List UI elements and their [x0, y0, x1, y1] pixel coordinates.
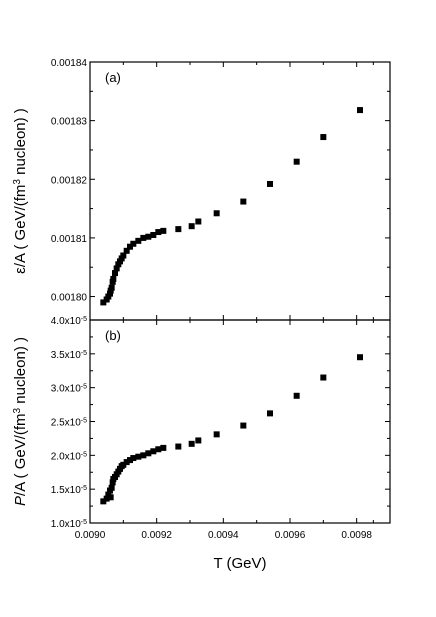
panel-a: (a) ε/A ( GeV/(fm3 nucleon) ) 0.001800.0…: [12, 58, 391, 321]
y-tick-label: 4.0x10-5: [51, 316, 87, 328]
data-point: [100, 299, 107, 306]
data-point: [130, 240, 137, 247]
x-axis-label: T (GeV): [213, 555, 266, 572]
data-point: [293, 392, 300, 399]
x-tick-label: 0.0094: [208, 530, 239, 541]
data-point: [109, 479, 116, 486]
data-point: [120, 461, 127, 468]
data-point: [120, 252, 127, 259]
y-tick-label: 0.00184: [51, 58, 88, 69]
y-label-pre: /A ( GeV/(fm: [12, 413, 29, 496]
data-point: [127, 457, 133, 464]
y-label-post: nucleon) ): [12, 108, 29, 179]
data-point: [188, 223, 195, 230]
data-point: [145, 233, 152, 240]
panel-b-y-axis-label: P/A ( GeV/(fm3 nucleon) ): [12, 337, 30, 506]
y-label-sup: 3: [12, 407, 23, 413]
data-point: [240, 422, 247, 429]
data-point: [103, 495, 110, 502]
data-point: [188, 440, 195, 447]
y-tick-label: 0.00180: [51, 293, 88, 304]
y-tick-label: 2.5x10-5: [51, 417, 87, 429]
panel-b-ticks: 1.0x10-5 1.5x10-5 2.0x10-5 2.5x10-5 3.0x10-5…: [51, 316, 390, 531]
data-point: [127, 243, 133, 250]
data-point: [123, 459, 130, 466]
data-point: [107, 494, 114, 501]
data-point: [160, 227, 167, 234]
data-point: [135, 237, 142, 244]
y-tick-label: 0.00182: [51, 175, 88, 186]
panel-a-points: [100, 107, 363, 306]
data-point: [150, 448, 157, 455]
panel-a-y-axis-label: ε/A ( GeV/(fm3 nucleon) ): [12, 108, 30, 274]
data-point: [140, 234, 147, 241]
panel-a-ticks: 0.00180 0.00181 0.00182 0.00183 0.00184: [51, 58, 390, 320]
data-point: [145, 450, 152, 457]
x-tick-label: 0.0090: [75, 530, 106, 541]
y-tick-label: 1.0x10-5: [51, 519, 87, 531]
data-point: [175, 226, 182, 233]
data-point: [240, 198, 247, 205]
panel-b-frame: [89, 319, 391, 524]
data-point: [320, 134, 327, 141]
panel-b: (b) P/A ( GeV/(fm3 nucleon) ) 1.0x10-51.…: [12, 316, 391, 531]
panel-a-frame: [89, 61, 391, 321]
y-tick-label: 0.00183: [51, 117, 88, 128]
data-point: [320, 374, 327, 381]
y-tick-label: 2.0x10-5: [51, 451, 87, 463]
data-point: [267, 180, 273, 187]
data-point: [123, 247, 130, 254]
data-point: [130, 455, 137, 462]
y-tick-label: 1.5x10-5: [51, 485, 87, 497]
y-tick-label: 0.00181: [51, 234, 88, 245]
data-point: [112, 270, 118, 277]
data-point: [140, 452, 147, 459]
data-point: [267, 410, 273, 417]
data-point: [113, 265, 120, 272]
data-point: [155, 446, 162, 453]
data-point: [150, 231, 157, 238]
data-point: [357, 354, 363, 361]
y-label-sup: 3: [12, 179, 23, 185]
x-axis-ticks: 0.0090 0.0092 0.0094 0.0096 0.0098: [75, 530, 373, 541]
y-label-pre: /A ( GeV/(fm: [12, 185, 29, 268]
data-point: [195, 437, 202, 444]
y-label-symbol: ε: [12, 267, 29, 274]
x-tick-label: 0.0098: [341, 530, 372, 541]
data-point: [160, 444, 167, 451]
data-point: [175, 443, 182, 450]
x-tick-label: 0.0096: [275, 530, 306, 541]
data-point: [100, 498, 107, 505]
data-point: [135, 453, 142, 460]
data-point: [213, 210, 220, 217]
data-point: [155, 229, 162, 236]
data-point: [110, 275, 117, 282]
data-point: [293, 158, 300, 165]
data-point: [108, 484, 115, 491]
data-point: [108, 284, 115, 291]
data-point: [213, 431, 220, 438]
panel-b-points: [100, 354, 363, 505]
y-tick-label: 3.0x10-5: [51, 383, 87, 395]
x-tick-label: 0.0092: [141, 530, 172, 541]
y-tick-label: 3.5x10-5: [51, 349, 87, 361]
panel-b-label: (b): [105, 328, 121, 343]
data-point: [195, 218, 202, 225]
y-label-post: nucleon) ): [12, 337, 29, 408]
y-label-symbol: P: [12, 496, 29, 506]
panel-a-label: (a): [105, 70, 121, 85]
data-point: [357, 107, 363, 114]
